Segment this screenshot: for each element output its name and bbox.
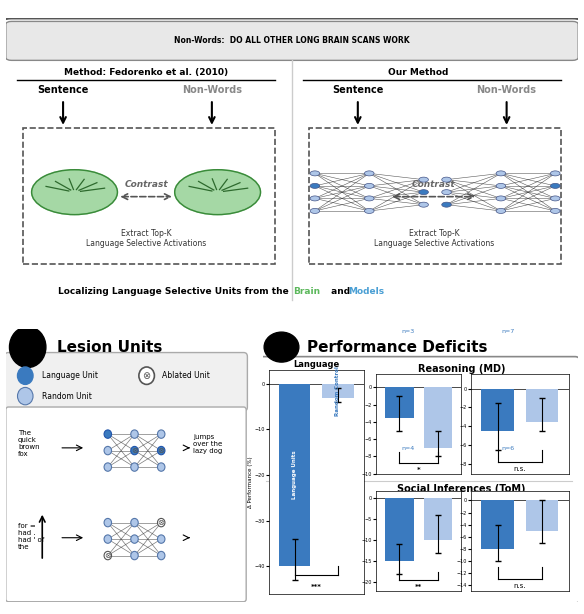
- Text: Non-Words: Non-Words: [182, 85, 242, 95]
- Text: Our Method: Our Method: [388, 68, 448, 77]
- Circle shape: [158, 551, 165, 560]
- Circle shape: [104, 551, 112, 560]
- Text: Sentence: Sentence: [332, 85, 384, 95]
- Text: Language Unit: Language Unit: [42, 371, 98, 380]
- Circle shape: [364, 196, 374, 201]
- Circle shape: [496, 184, 506, 188]
- Circle shape: [310, 184, 319, 188]
- Circle shape: [158, 518, 165, 527]
- FancyBboxPatch shape: [23, 128, 275, 264]
- Text: for =
had .
had ' of
the: for = had . had ' of the: [18, 523, 44, 550]
- Text: Brain: Brain: [293, 287, 320, 295]
- Text: Non-Words: Non-Words: [477, 85, 537, 95]
- Text: Localizing Language Selective Units from the: Localizing Language Selective Units from…: [58, 287, 292, 295]
- Text: Performance Deficits: Performance Deficits: [307, 340, 487, 355]
- Circle shape: [131, 518, 138, 527]
- Text: Non-Words:  DO ALL OTHER LONG BRAIN SCANS WORK: Non-Words: DO ALL OTHER LONG BRAIN SCANS…: [174, 36, 410, 45]
- FancyBboxPatch shape: [6, 407, 246, 602]
- Circle shape: [496, 208, 506, 214]
- Circle shape: [158, 535, 165, 543]
- Text: and: and: [328, 287, 353, 295]
- Circle shape: [364, 184, 374, 188]
- Text: ⊗: ⊗: [158, 518, 165, 527]
- Circle shape: [551, 196, 560, 201]
- Text: Contrast: Contrast: [412, 180, 456, 189]
- Text: Extract Top-K
Language Selective Activations: Extract Top-K Language Selective Activat…: [374, 229, 494, 248]
- Text: The
quick
brown
fox: The quick brown fox: [18, 430, 40, 457]
- Circle shape: [419, 202, 429, 207]
- Circle shape: [104, 446, 112, 455]
- Text: 3: 3: [277, 341, 286, 354]
- Text: Sentence: Sentence: [37, 85, 89, 95]
- Text: Method: Fedorenko et al. (2010): Method: Fedorenko et al. (2010): [64, 68, 228, 77]
- Circle shape: [104, 535, 112, 543]
- Circle shape: [158, 463, 165, 472]
- Circle shape: [364, 171, 374, 176]
- Circle shape: [32, 169, 117, 215]
- Text: jumps
over the
lazy dog: jumps over the lazy dog: [193, 433, 222, 454]
- Circle shape: [419, 177, 429, 182]
- Circle shape: [18, 387, 33, 405]
- Text: 2: 2: [23, 340, 33, 354]
- Circle shape: [175, 169, 260, 215]
- Text: ⊗: ⊗: [158, 446, 165, 455]
- FancyBboxPatch shape: [0, 18, 584, 321]
- FancyBboxPatch shape: [258, 357, 580, 603]
- Circle shape: [310, 171, 319, 176]
- Circle shape: [310, 196, 319, 201]
- Circle shape: [264, 332, 299, 362]
- Circle shape: [131, 430, 138, 438]
- Circle shape: [496, 196, 506, 201]
- Circle shape: [139, 367, 154, 384]
- Text: ⊗: ⊗: [105, 551, 112, 560]
- Text: Contrast: Contrast: [124, 180, 168, 189]
- FancyBboxPatch shape: [309, 128, 561, 264]
- Circle shape: [104, 518, 112, 527]
- Circle shape: [131, 463, 138, 472]
- FancyBboxPatch shape: [5, 352, 248, 411]
- Circle shape: [442, 202, 451, 207]
- Text: Models: Models: [348, 287, 384, 295]
- Circle shape: [551, 208, 560, 214]
- Text: Random Unit: Random Unit: [42, 392, 92, 400]
- Circle shape: [551, 184, 560, 188]
- Text: Reasoning (MD): Reasoning (MD): [418, 364, 505, 374]
- Circle shape: [18, 367, 33, 384]
- Circle shape: [364, 208, 374, 214]
- Circle shape: [158, 430, 165, 438]
- Text: ⊗: ⊗: [131, 446, 138, 455]
- Circle shape: [131, 551, 138, 560]
- FancyBboxPatch shape: [6, 21, 578, 60]
- Circle shape: [442, 177, 451, 182]
- Circle shape: [131, 446, 138, 455]
- Circle shape: [104, 463, 112, 472]
- Text: Social Inferences (ToM): Social Inferences (ToM): [397, 484, 526, 494]
- Circle shape: [9, 327, 46, 368]
- Circle shape: [131, 535, 138, 543]
- Circle shape: [496, 171, 506, 176]
- Circle shape: [158, 446, 165, 455]
- Circle shape: [310, 208, 319, 214]
- Text: ⊗: ⊗: [142, 371, 151, 381]
- Circle shape: [419, 190, 429, 195]
- Text: Lesion Units: Lesion Units: [57, 340, 162, 355]
- Circle shape: [442, 190, 451, 195]
- Text: Extract Top-K
Language Selective Activations: Extract Top-K Language Selective Activat…: [86, 229, 206, 248]
- Text: Ablated Unit: Ablated Unit: [162, 371, 210, 380]
- Circle shape: [104, 430, 112, 438]
- Circle shape: [551, 171, 560, 176]
